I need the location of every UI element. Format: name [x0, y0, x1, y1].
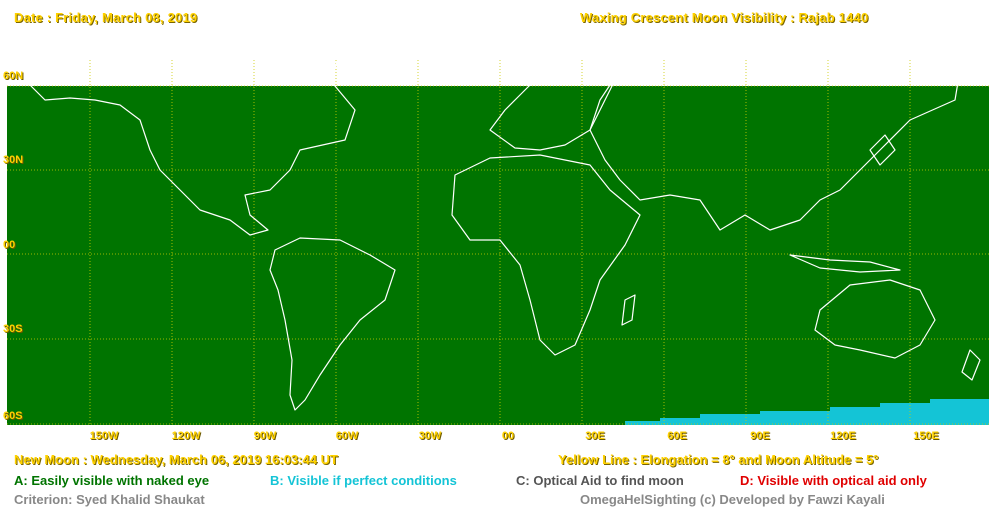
north-america-outline — [19, 37, 356, 236]
lon-label-30w: 30W — [418, 430, 442, 442]
antarctica-outline — [9, 494, 121, 501]
lon-label-90w: 90W — [253, 430, 277, 442]
new-zealand-outline — [961, 349, 981, 381]
lat-label-60n: 60N — [3, 70, 24, 82]
date-label: Date : Friday, March 08, 2019 — [14, 10, 198, 25]
map-title: Waxing Crescent Moon Visibility : Rajab … — [580, 10, 869, 25]
yellow-line-note: Yellow Line : Elongation = 8° and Moon A… — [558, 452, 879, 467]
lat-label-30s: 30S — [3, 323, 23, 335]
legend-d: D: Visible with optical aid only — [740, 473, 927, 488]
credit-label: OmegaHelSighting (c) Developed by Fawzi … — [580, 492, 885, 507]
lon-label-150w: 150W — [89, 430, 119, 442]
greenland-outline — [379, 21, 471, 86]
madagascar-outline — [621, 294, 636, 326]
coastlines — [9, 21, 981, 501]
criterion-label: Criterion: Syed Khalid Shaukat — [14, 492, 205, 507]
indonesia-outline — [789, 254, 901, 273]
lon-label-150e: 150E — [913, 430, 939, 442]
africa-outline — [451, 154, 641, 356]
legend-b: B: Visible if perfect conditions — [270, 473, 457, 488]
new-moon-label: New Moon : Wednesday, March 06, 2019 16:… — [14, 452, 338, 467]
lon-label-120e: 120E — [830, 430, 856, 442]
lon-label-30e: 30E — [585, 430, 605, 442]
lon-label-60e: 60E — [667, 430, 687, 442]
zone-b-region — [625, 399, 989, 425]
south-america-outline — [269, 237, 396, 411]
legend-a: A: Easily visible with naked eye — [14, 473, 210, 488]
japan-outline — [869, 134, 896, 166]
australia-outline — [814, 279, 936, 359]
lat-label-60s: 60S — [3, 410, 23, 422]
lon-label-120w: 120W — [171, 430, 201, 442]
zone-a-region — [7, 86, 989, 425]
lon-label-90e: 90E — [750, 430, 770, 442]
europe-outline — [489, 54, 621, 151]
lat-label-0: 00 — [3, 239, 16, 251]
lat-label-30n: 30N — [3, 154, 24, 166]
lon-label-0: 00 — [501, 430, 515, 442]
lon-label-60w: 60W — [335, 430, 359, 442]
asia-outline — [589, 44, 961, 231]
legend-c: C: Optical Aid to find moon — [516, 473, 684, 488]
